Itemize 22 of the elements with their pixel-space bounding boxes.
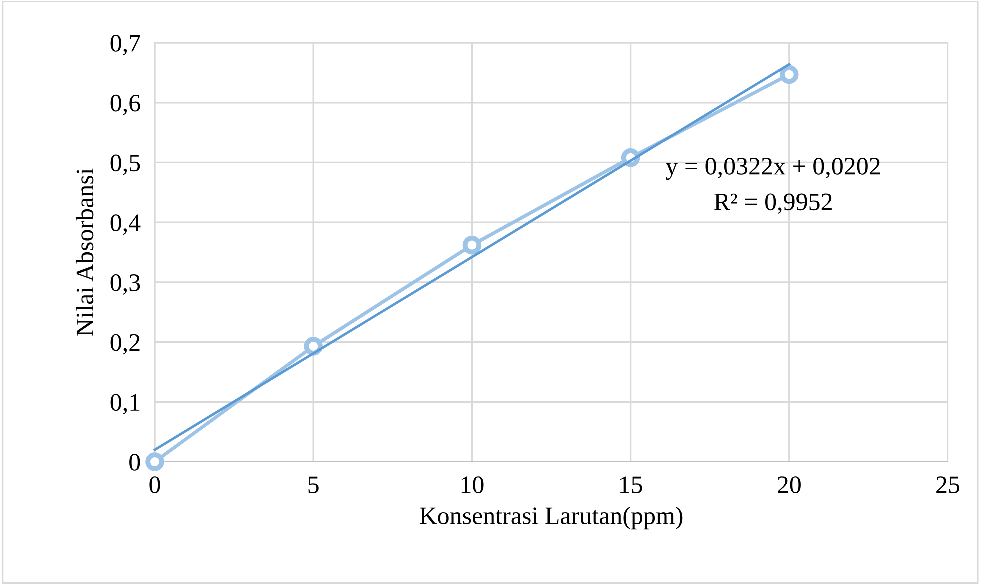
x-tick-label: 5	[308, 476, 319, 494]
x-tick-label: 15	[620, 476, 642, 494]
y-tick-label: 0	[130, 454, 140, 471]
point	[304, 337, 323, 356]
y-tick-label: 0,6	[110, 94, 140, 116]
y-tick-label: 0,5	[110, 154, 140, 176]
x-tick-label: 10	[462, 476, 484, 494]
x-tick-label: 0	[150, 476, 160, 494]
annotation: y = 0,0322x + 0,0202	[666, 158, 880, 180]
y-tick-label: 0,7	[110, 35, 140, 56]
y-tick-label: 0,2	[110, 334, 140, 355]
x-tick-label: 20	[778, 476, 801, 494]
point	[780, 65, 799, 84]
y-tick-label: 0,3	[110, 274, 140, 295]
y-axis-title: Nilai Absorbansi	[76, 168, 94, 336]
x-axis-title: Konsentrasi Larutan(ppm)	[420, 506, 683, 530]
y-tick-label: 0,4	[110, 214, 141, 236]
y-tick-label: 0,1	[110, 394, 140, 415]
point	[146, 452, 164, 472]
annotation: R² = 0,9952	[714, 194, 832, 214]
point	[462, 236, 482, 255]
x-tick-label: 25	[936, 476, 960, 494]
